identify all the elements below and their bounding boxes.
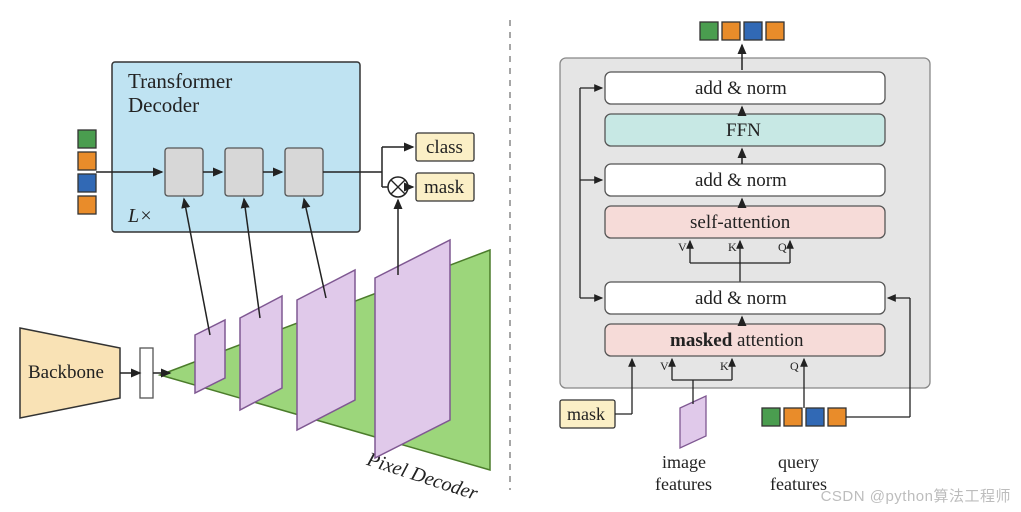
output-token-squares: [700, 22, 784, 40]
ma-v: V: [660, 359, 669, 373]
selfattn-label: self-attention: [690, 212, 791, 233]
L-label: L×: [127, 205, 153, 227]
transformer-decoder-label-1: Transformer: [128, 69, 232, 93]
sa-v: V: [678, 240, 687, 254]
addnorm-3-label: add & norm: [695, 288, 787, 309]
query-token-squares: [762, 408, 846, 426]
sa-k: K: [728, 240, 737, 254]
backbone-label: Backbone: [28, 362, 104, 383]
ffn-label: FFN: [726, 120, 761, 141]
input-token-squares-left: [78, 130, 96, 214]
maskedattn-label: masked attention: [670, 330, 804, 351]
backbone-output-rect: [140, 348, 153, 398]
ma-q: Q: [790, 359, 799, 373]
watermark-text: CSDN @python算法工程师: [821, 485, 1011, 506]
addnorm-2-label: add & norm: [695, 170, 787, 191]
ma-k: K: [720, 359, 729, 373]
sa-q: Q: [778, 240, 787, 254]
decoder-stage-boxes: [165, 148, 323, 196]
class-label: class: [426, 137, 463, 158]
addnorm-1-label: add & norm: [695, 78, 787, 99]
query-features-label-1: query: [778, 452, 819, 472]
query-features-label-2: features: [770, 474, 827, 494]
transformer-decoder-label-2: Decoder: [128, 93, 199, 117]
mask-label-left: mask: [424, 177, 465, 198]
image-features-label-2: features: [655, 474, 712, 494]
mask-label-right: mask: [567, 404, 605, 424]
image-features-label-1: image: [662, 452, 706, 472]
